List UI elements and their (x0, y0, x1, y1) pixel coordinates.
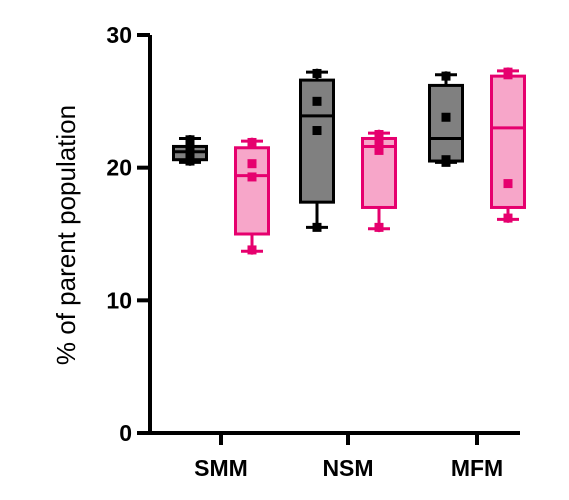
axes-layer: 0 10 20 30 SMM NSM MFM (106, 22, 520, 481)
whisker-end-max (375, 129, 383, 137)
data-point (374, 137, 384, 147)
whisker-end-max (442, 71, 450, 79)
y-tick-label: 30 (106, 22, 132, 48)
data-point (185, 141, 195, 151)
box-group (299, 68, 335, 232)
data-point (247, 159, 257, 169)
whisker-end-max (248, 137, 256, 145)
y-tick-label: 0 (119, 420, 132, 446)
box-group (361, 129, 397, 233)
whisker-end-max (504, 67, 512, 75)
box-group (428, 71, 464, 167)
data-point (441, 112, 451, 122)
y-axis-title: % of parent population (51, 105, 81, 365)
data-point (503, 179, 513, 189)
x-category-label: SMM (194, 455, 248, 481)
whisker-end-min (313, 223, 321, 231)
data-point (312, 96, 322, 106)
whisker-end-min (248, 247, 256, 255)
x-category-label: MFM (451, 455, 503, 481)
boxes-layer (172, 67, 526, 255)
x-category-label: NSM (322, 455, 373, 481)
y-tick-label: 10 (106, 287, 132, 313)
data-point (374, 145, 384, 155)
box-group (172, 134, 208, 166)
whisker-end-min (504, 215, 512, 223)
data-point (312, 126, 322, 136)
y-tick-label: 20 (106, 155, 132, 181)
box-iqr (428, 83, 464, 163)
whisker-end-max (313, 68, 321, 76)
whisker-end-min (186, 158, 194, 166)
whisker-end-max (186, 134, 194, 142)
data-point (247, 172, 257, 182)
whisker-end-min (442, 158, 450, 166)
box-group (490, 67, 526, 223)
box-group (234, 137, 270, 255)
data-point (185, 151, 195, 161)
whisker-end-min (375, 225, 383, 233)
